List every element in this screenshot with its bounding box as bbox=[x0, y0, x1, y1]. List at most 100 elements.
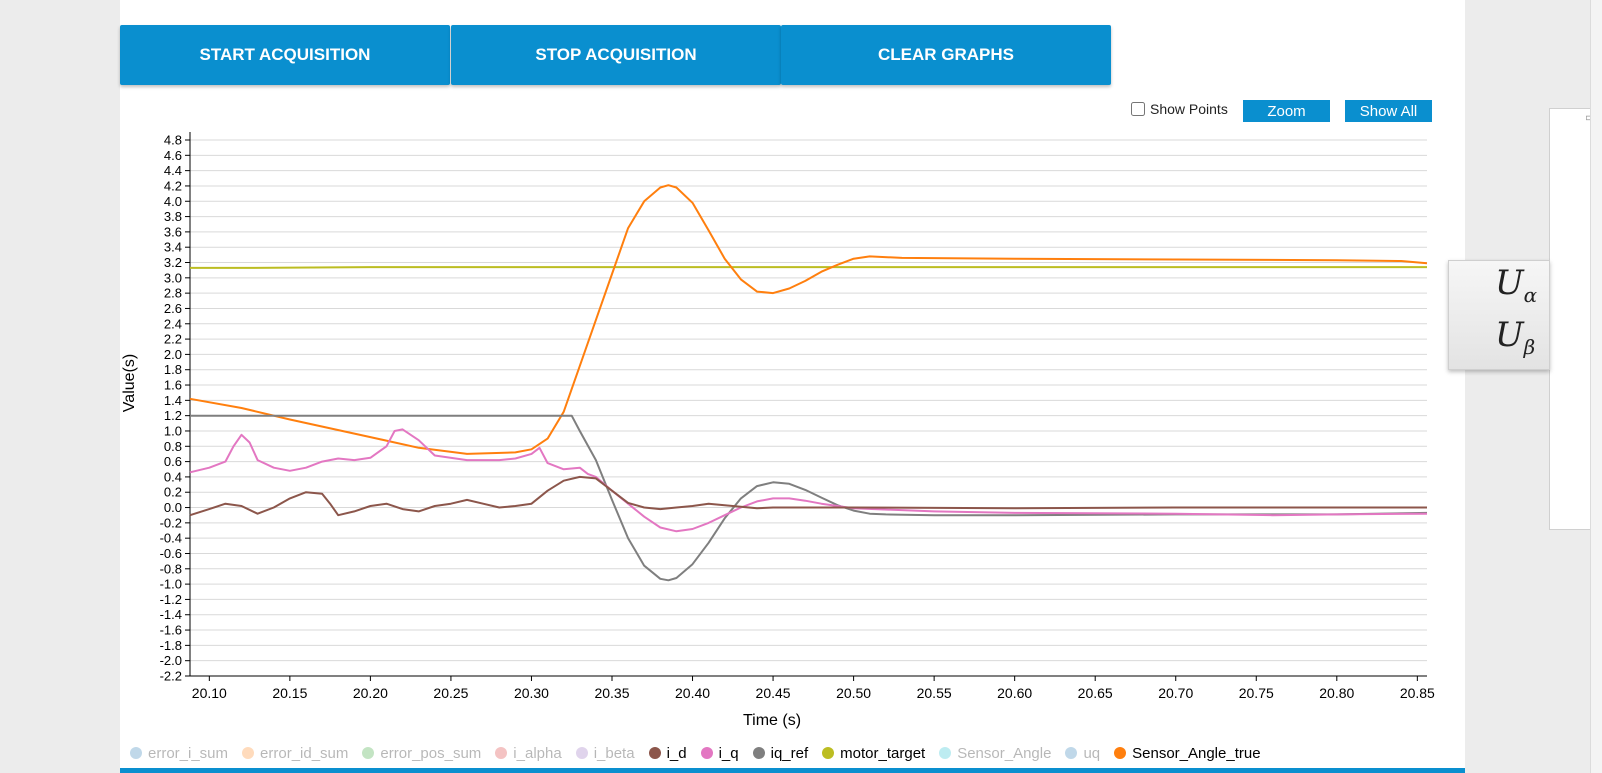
legend-label: motor_target bbox=[840, 745, 926, 762]
y-tick-label: -0.6 bbox=[160, 546, 182, 561]
legend-dot-icon bbox=[130, 747, 142, 759]
legend-item-i-beta[interactable]: i_beta bbox=[575, 745, 635, 762]
legend-dot-icon bbox=[1114, 747, 1127, 759]
legend-dot-icon bbox=[822, 747, 835, 759]
y-tick-label: 0.4 bbox=[164, 469, 182, 484]
y-tick-label: -0.4 bbox=[160, 531, 182, 546]
y-tick-label: -0.8 bbox=[160, 561, 182, 576]
legend-item-motor-target[interactable]: motor_target bbox=[822, 745, 925, 762]
legend-label: iq_ref bbox=[770, 745, 809, 762]
x-tick-label: 20.30 bbox=[514, 685, 549, 701]
x-tick-label: 20.60 bbox=[997, 685, 1032, 701]
main-panel: START ACQUISITION STOP ACQUISITION CLEAR… bbox=[120, 0, 1465, 773]
series-line-motor-target[interactable] bbox=[190, 266, 1427, 269]
y-tick-label: 1.8 bbox=[164, 362, 182, 377]
legend-item-i-q[interactable]: i_q bbox=[700, 745, 739, 762]
y-tick-label: -1.4 bbox=[160, 607, 182, 622]
legend-item-sensor-angle[interactable]: Sensor_Angle bbox=[939, 745, 1051, 762]
y-tick-label: -2.0 bbox=[160, 653, 182, 668]
clear-graphs-button[interactable]: CLEAR GRAPHS bbox=[781, 25, 1111, 85]
x-tick-label: 20.20 bbox=[353, 685, 388, 701]
y-tick-label: 3.2 bbox=[164, 255, 182, 270]
y-tick-label: -2.2 bbox=[160, 669, 182, 684]
legend-item-sensor-angle-true[interactable]: Sensor_Angle_true bbox=[1114, 745, 1261, 762]
legend-item-uq[interactable]: uq bbox=[1065, 745, 1100, 762]
legend-item-error-i-sum[interactable]: error_i_sum bbox=[130, 745, 228, 762]
legend-label: Sensor_Angle_true bbox=[1132, 745, 1261, 762]
x-tick-label: 20.85 bbox=[1400, 685, 1435, 701]
y-tick-label: 0.6 bbox=[164, 454, 182, 469]
legend-label: uq bbox=[1083, 745, 1101, 762]
legend-label: i_beta bbox=[593, 745, 635, 762]
start-acquisition-button[interactable]: START ACQUISITION bbox=[120, 25, 450, 85]
y-tick-label: 1.4 bbox=[164, 393, 182, 408]
y-tick-label: 2.8 bbox=[164, 286, 182, 301]
y-tick-label: 1.6 bbox=[164, 378, 182, 393]
x-tick-label: 20.75 bbox=[1239, 685, 1274, 701]
legend-dot-icon bbox=[648, 747, 661, 759]
legend-item-error-pos-sum[interactable]: error_pos_sum bbox=[362, 745, 481, 762]
y-tick-label: 0.2 bbox=[164, 485, 182, 500]
y-tick-label: 4.6 bbox=[164, 148, 182, 163]
x-tick-label: 20.15 bbox=[272, 685, 307, 701]
series-line-i-d[interactable] bbox=[189, 475, 1427, 517]
y-tick-label: 2.4 bbox=[164, 316, 182, 331]
x-tick-label: 20.65 bbox=[1078, 685, 1113, 701]
x-axis-label: Time (s) bbox=[743, 712, 801, 729]
y-tick-label: 4.8 bbox=[164, 133, 182, 148]
y-tick-label: 2.0 bbox=[164, 347, 182, 362]
bottom-accent-bar bbox=[120, 768, 1465, 773]
u-alpha-formula: Uα bbox=[1495, 263, 1538, 307]
y-tick-label: -0.2 bbox=[160, 515, 182, 530]
show-points-checkbox[interactable] bbox=[1131, 102, 1145, 116]
y-tick-label: -1.2 bbox=[160, 592, 182, 607]
chart-legend: error_i_sum error_id_sum error_pos_sum i_al… bbox=[130, 745, 1275, 765]
legend-dot-icon bbox=[700, 747, 713, 759]
legend-dot-icon bbox=[752, 747, 765, 759]
legend-label: error_id_sum bbox=[260, 745, 349, 762]
legend-item-i-alpha[interactable]: i_alpha bbox=[495, 745, 562, 762]
y-tick-label: -1.6 bbox=[160, 623, 182, 638]
y-tick-label: 4.2 bbox=[164, 178, 182, 193]
legend-label: i_alpha bbox=[513, 745, 562, 762]
legend-item-iq-ref[interactable]: iq_ref bbox=[752, 745, 809, 762]
series-line-sensor-angle-true[interactable] bbox=[189, 184, 1428, 455]
legend-label: i_q bbox=[718, 745, 739, 762]
y-tick-label: 4.0 bbox=[164, 194, 182, 209]
y-tick-label: 0.0 bbox=[164, 500, 182, 515]
series-line-i-q[interactable] bbox=[189, 428, 1428, 533]
x-tick-label: 20.45 bbox=[756, 685, 791, 701]
x-tick-label: 20.80 bbox=[1319, 685, 1354, 701]
x-tick-label: 20.40 bbox=[675, 685, 710, 701]
x-tick-label: 20.10 bbox=[192, 685, 227, 701]
legend-label: error_pos_sum bbox=[380, 745, 482, 762]
legend-dot-icon bbox=[939, 747, 952, 759]
legend-item-error-id-sum[interactable]: error_id_sum bbox=[242, 745, 348, 762]
x-tick-label: 20.25 bbox=[433, 685, 468, 701]
stop-acquisition-button[interactable]: STOP ACQUISITION bbox=[451, 25, 781, 85]
legend-label: error_i_sum bbox=[148, 745, 229, 762]
legend-dot-icon bbox=[495, 747, 508, 759]
show-all-button[interactable]: Show All bbox=[1345, 100, 1432, 122]
u-beta-formula: Uβ bbox=[1495, 315, 1536, 359]
zoom-button[interactable]: Zoom bbox=[1243, 100, 1330, 122]
y-tick-label: 2.2 bbox=[164, 332, 182, 347]
legend-label: Sensor_Angle bbox=[957, 745, 1052, 762]
window-scrollbar[interactable] bbox=[1590, 0, 1602, 773]
y-tick-label: -1.0 bbox=[160, 577, 182, 592]
y-tick-label: 3.4 bbox=[164, 240, 182, 255]
y-tick-label: 2.6 bbox=[164, 301, 182, 316]
x-tick-label: 20.35 bbox=[594, 685, 629, 701]
legend-dot-icon bbox=[362, 747, 375, 759]
x-tick-label: 20.55 bbox=[917, 685, 952, 701]
y-tick-label: 3.8 bbox=[164, 209, 182, 224]
y-tick-label: 0.8 bbox=[164, 439, 182, 454]
legend-item-i-d[interactable]: i_d bbox=[648, 745, 687, 762]
formula-box: Uα Uβ bbox=[1448, 260, 1550, 370]
series-line-iq-ref[interactable] bbox=[190, 414, 1428, 582]
x-tick-label: 20.50 bbox=[836, 685, 871, 701]
y-tick-label: -1.8 bbox=[160, 638, 182, 653]
legend-label: i_d bbox=[666, 745, 687, 762]
y-tick-label: 1.0 bbox=[164, 423, 182, 438]
